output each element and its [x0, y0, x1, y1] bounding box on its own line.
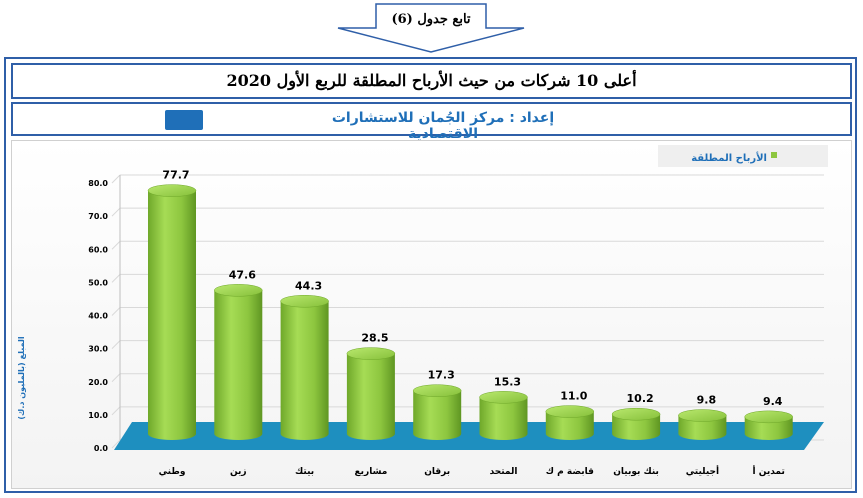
bar-top: [148, 185, 196, 197]
bar: [281, 295, 329, 440]
grid-line-diagonal: [112, 374, 120, 382]
x-tick-label: برقان: [424, 467, 450, 477]
chart-area: 0.0 10.0 20.0 30.0 40.0 50.0 60.0 70.0 80.0 77.7…: [11, 140, 852, 489]
y-tick-label: 70.0: [88, 212, 108, 221]
legend-label: الأرباح المطلقة: [691, 151, 767, 164]
bar-top: [413, 385, 461, 397]
data-label: 28.5: [361, 332, 388, 345]
grid-line-diagonal: [112, 175, 120, 183]
grid-line-diagonal: [112, 241, 120, 249]
bar-top: [214, 284, 262, 296]
bar: [480, 391, 528, 440]
legend-swatch: [771, 152, 777, 158]
x-tick-label: بيتك: [295, 467, 314, 477]
grid-line-diagonal: [112, 274, 120, 282]
x-tick-label: قابضة م ك: [546, 467, 594, 477]
x-tick-label: وطني: [159, 467, 186, 477]
bar: [612, 408, 660, 440]
bar-top: [281, 295, 329, 307]
bar: [745, 411, 793, 440]
bar: [214, 284, 262, 440]
bar-body: [480, 397, 528, 440]
grid-line-diagonal: [112, 407, 120, 415]
y-tick-label: 10.0: [88, 411, 108, 420]
data-label: 47.6: [229, 268, 256, 281]
bar-top: [612, 408, 660, 420]
x-tick-label: بنك بوبيان: [613, 467, 659, 477]
x-axis-labels: وطني زين بيتك مشاريع برقان المتحد قابضة م ك بنك…: [159, 465, 785, 477]
source-label: إعداد : مركز الجُمان للاستشارات الاقتصاد…: [303, 110, 583, 142]
bar-top: [678, 410, 726, 422]
bar-body: [214, 290, 262, 440]
legend: الأرباح المطلقة: [658, 145, 828, 167]
x-tick-label: مشاريع: [354, 467, 387, 477]
y-tick-label: 30.0: [88, 345, 108, 354]
data-label: 15.3: [494, 375, 521, 388]
y-tick-label: 20.0: [88, 378, 108, 387]
data-label: 9.8: [697, 394, 717, 407]
continuation-label: تابع جدول (6): [292, 12, 570, 27]
grid-line-diagonal: [112, 308, 120, 316]
data-label: 17.3: [428, 369, 455, 382]
bar-top: [480, 391, 528, 403]
data-label: 77.7: [162, 169, 189, 182]
bar: [347, 348, 395, 440]
data-label: 10.2: [627, 392, 654, 405]
x-tick-label: أجيليتي: [686, 465, 719, 477]
y-tick-label: 40.0: [88, 312, 108, 321]
y-tick-label: 0.0: [94, 444, 109, 453]
y-tick-label: 80.0: [88, 179, 108, 188]
bar-top: [745, 411, 793, 423]
bar-body: [413, 391, 461, 440]
bar: [148, 185, 196, 440]
aljuman-logo: 𝔕: [165, 110, 203, 130]
y-axis-title: المبلغ (بالمليون د.ك): [17, 336, 26, 419]
bar: [546, 406, 594, 440]
y-tick-label: 50.0: [88, 278, 108, 287]
y-axis-ticks: 0.0 10.0 20.0 30.0 40.0 50.0 60.0 70.0 80.0: [88, 179, 108, 453]
bar-body: [347, 354, 395, 440]
bar-top: [546, 406, 594, 418]
source-bar: 𝔕 إعداد : مركز الجُمان للاستشارات الاقتص…: [11, 102, 852, 136]
grid-line-diagonal: [112, 208, 120, 216]
bar-chart: 0.0 10.0 20.0 30.0 40.0 50.0 60.0 70.0 80.0 77.7…: [12, 141, 853, 490]
bar-body: [148, 191, 196, 440]
bar-top: [347, 348, 395, 360]
continuation-arrow: تابع جدول (6): [292, 2, 570, 54]
page-title: أعلى 10 شركات من حيث الأرباح المطلقة للر…: [11, 63, 852, 99]
bar: [678, 410, 726, 440]
grid-line-diagonal: [112, 341, 120, 349]
data-label: 44.3: [295, 279, 322, 292]
bar: [413, 385, 461, 440]
x-tick-label: تمدين أ: [753, 465, 785, 477]
bar-body: [281, 301, 329, 440]
data-label: 11.0: [560, 390, 587, 403]
x-tick-label: زين: [230, 467, 247, 477]
x-tick-label: المتحد: [490, 467, 518, 477]
y-tick-label: 60.0: [88, 245, 108, 254]
data-label: 9.4: [763, 395, 783, 408]
